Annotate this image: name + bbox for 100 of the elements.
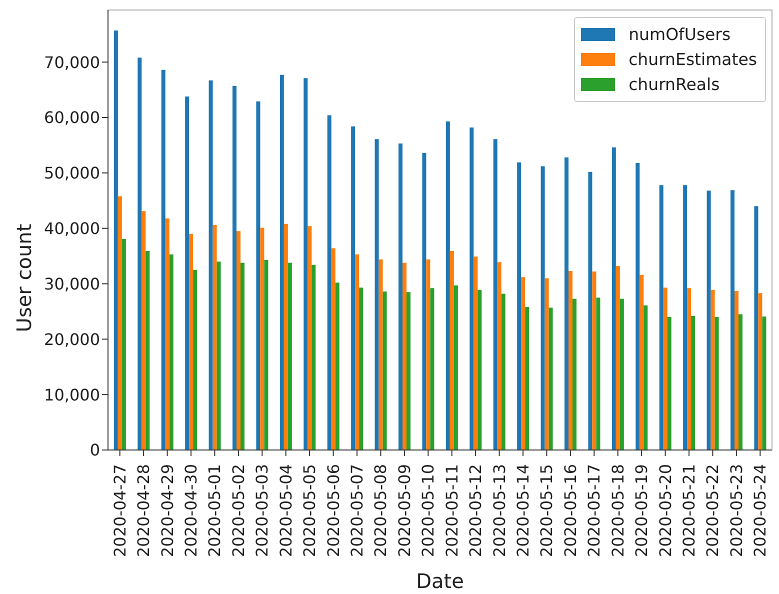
x-tick-label: 2020-05-21 (680, 464, 698, 557)
bar (378, 259, 383, 450)
bar (738, 314, 742, 450)
bar (548, 308, 553, 450)
bar (644, 305, 648, 450)
bar (161, 70, 166, 450)
x-tick-label: 2020-05-17 (584, 464, 604, 557)
bar (659, 185, 664, 450)
bar (284, 224, 288, 450)
bar (193, 270, 198, 450)
bar (208, 80, 213, 450)
bar (355, 254, 360, 450)
x-tick-label: 2020-05-03 (252, 464, 272, 557)
bar (359, 288, 364, 450)
x-tick-label: 2020-05-09 (394, 464, 414, 557)
bar (564, 157, 568, 450)
x-tick-label: 2020-05-18 (608, 464, 628, 557)
y-tick-label: 10,000 (44, 385, 100, 404)
y-tick-label: 50,000 (44, 164, 100, 183)
bar (521, 277, 526, 450)
y-tick-label: 40,000 (44, 219, 100, 238)
bar (572, 298, 576, 450)
bar (446, 121, 450, 450)
bar (374, 139, 379, 450)
bar (667, 317, 672, 450)
legend-label: churnReals (628, 75, 720, 94)
bar (122, 238, 126, 450)
bar (663, 288, 668, 450)
bar (165, 218, 170, 450)
bar (398, 144, 402, 450)
bar (327, 115, 332, 450)
bar (706, 190, 711, 450)
bar (264, 260, 268, 450)
x-tick-label: 2020-05-02 (228, 464, 248, 557)
y-tick-label: 20,000 (44, 330, 100, 349)
x-tick-label: 2020-05-16 (560, 464, 580, 557)
x-tick-label: 2020-04-30 (182, 464, 200, 557)
x-tick-label: 2020-05-20 (656, 464, 675, 557)
bar (142, 211, 146, 450)
x-tick-label: 2020-05-10 (418, 464, 438, 557)
bar (592, 272, 596, 450)
bar (216, 262, 221, 450)
x-tick-label: 2020-05-23 (726, 464, 746, 557)
bar (351, 126, 356, 450)
bar (118, 196, 122, 450)
bar (683, 185, 688, 450)
bar (422, 152, 426, 450)
bar (260, 228, 264, 450)
bar (240, 262, 244, 450)
bar (288, 262, 292, 450)
bar (517, 162, 522, 450)
bar (640, 274, 644, 450)
x-tick-label: 2020-05-05 (300, 464, 320, 557)
bar (497, 262, 502, 450)
y-tick-label: 0 (90, 440, 100, 460)
bar (256, 101, 260, 450)
x-tick-label: 2020-05-15 (537, 464, 556, 557)
x-tick-label: 2020-04-27 (110, 464, 130, 557)
y-tick-label: 60,000 (44, 108, 100, 128)
bar (501, 294, 506, 450)
bar (588, 172, 592, 450)
bar (236, 231, 240, 450)
x-tick-label: 2020-05-19 (632, 464, 652, 557)
bar (169, 254, 174, 450)
bar (734, 290, 738, 450)
legend-label: numOfUsers (628, 25, 731, 44)
bar (636, 162, 640, 450)
bar (450, 251, 454, 450)
bar (280, 74, 284, 450)
bar (312, 264, 316, 450)
legend-label: churnEstimates (628, 50, 757, 69)
bar (687, 288, 692, 450)
bar (616, 266, 620, 450)
bar (544, 278, 549, 450)
x-tick-label: 2020-05-12 (466, 464, 486, 557)
bar (335, 282, 340, 450)
bar (308, 226, 312, 450)
bar (762, 316, 766, 450)
bar (596, 298, 600, 450)
bar (710, 290, 715, 450)
bar (382, 292, 387, 450)
x-tick-label: 2020-04-28 (134, 464, 154, 557)
bar (474, 256, 478, 450)
bar (331, 248, 336, 450)
bar (714, 317, 719, 450)
bar (232, 86, 236, 450)
bar (402, 262, 406, 450)
bar (612, 147, 616, 450)
x-tick-label: 2020-05-14 (514, 464, 532, 557)
x-tick-label: 2020-05-04 (276, 464, 296, 557)
bar (426, 259, 430, 450)
x-tick-label: 2020-05-06 (324, 464, 343, 557)
bar (470, 127, 474, 450)
bar (212, 225, 217, 450)
bar (568, 271, 572, 450)
bar (114, 30, 118, 450)
bar (540, 166, 545, 450)
bar (478, 290, 482, 450)
bar (430, 288, 434, 450)
x-tick-label: 2020-05-13 (490, 464, 509, 557)
